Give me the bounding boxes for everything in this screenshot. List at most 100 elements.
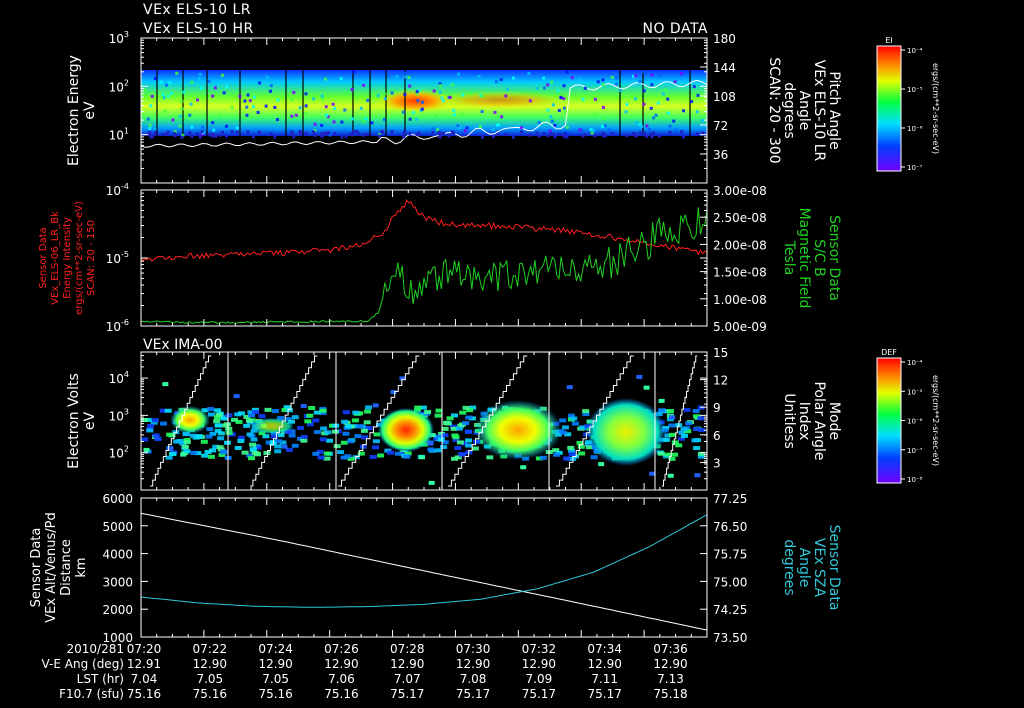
ima-noise-pixel xyxy=(351,418,359,423)
ima-noise-pixel xyxy=(247,456,255,461)
els-fringe-pixel xyxy=(402,131,406,135)
els-fringe-pixel xyxy=(565,135,569,139)
ima-noise-pixel xyxy=(333,444,341,449)
ima-noise-pixel xyxy=(344,454,352,459)
panel-1-right-label: Angle xyxy=(796,91,812,131)
ima-noise-pixel xyxy=(671,452,679,457)
els-noise-pixel xyxy=(153,77,157,81)
panel-2-rtick-label: 1.50e-08 xyxy=(713,266,767,280)
ima-noise-pixel xyxy=(552,448,560,453)
ima-noise-pixel xyxy=(578,451,586,456)
ima-noise-pixel xyxy=(693,414,701,419)
ima-sparse-pixel xyxy=(669,415,676,420)
colorbar-tick-label: 10⁻⁴ xyxy=(907,359,923,367)
tick-base: 10 xyxy=(106,184,121,198)
ima-noise-pixel xyxy=(435,448,443,453)
els-noise-pixel xyxy=(275,118,279,122)
els-noise-pixel xyxy=(438,84,442,88)
time-axis-row-label: LST (hr) xyxy=(77,672,124,686)
tick-exp: 1 xyxy=(124,127,129,136)
els-noise-pixel xyxy=(642,89,646,93)
panel-3-rtick-label: 15 xyxy=(713,346,728,360)
time-axis-value: 07:20 xyxy=(127,642,162,656)
els-fringe-pixel xyxy=(333,132,337,136)
els-fringe-pixel xyxy=(180,135,184,139)
ima-sparse-pixel xyxy=(143,447,150,452)
ima-noise-pixel xyxy=(201,408,209,413)
panel-2-frame xyxy=(140,189,708,327)
ima-noise-pixel xyxy=(219,449,227,454)
els-noise-pixel xyxy=(421,100,425,104)
time-axis-value: 07:28 xyxy=(390,642,425,656)
panel-4-frame xyxy=(140,497,708,638)
els-fringe-pixel xyxy=(380,130,384,134)
tick-base: 10 xyxy=(106,320,121,334)
els-noise-pixel xyxy=(647,127,651,131)
els-noise-pixel xyxy=(377,133,381,137)
time-axis-value: 75.17 xyxy=(456,687,490,701)
panel-3-ytick-label: 103 xyxy=(109,407,129,423)
ima-sparse-pixel xyxy=(636,374,643,379)
ima-noise-pixel xyxy=(285,447,293,452)
els-fringe-pixel xyxy=(366,132,370,136)
ima-noise-pixel xyxy=(243,415,251,420)
els-noise-pixel xyxy=(339,77,343,81)
time-axis-value: 7.08 xyxy=(460,672,487,686)
ima-noise-pixel xyxy=(352,455,360,460)
els-noise-pixel xyxy=(674,128,678,132)
tick-exp: 2 xyxy=(124,445,129,454)
els-noise-pixel xyxy=(164,83,168,87)
panel-4-left-label: Distance xyxy=(59,539,74,596)
time-axis-value: 07:36 xyxy=(653,642,688,656)
els-noise-pixel xyxy=(207,79,211,83)
els-noise-pixel xyxy=(196,98,200,102)
els-fringe-pixel xyxy=(196,132,200,136)
els-fringe-pixel xyxy=(269,132,273,136)
ima-sparse-pixel xyxy=(694,473,701,478)
els-noise-pixel xyxy=(328,133,332,137)
ima-noise-pixel xyxy=(213,415,221,420)
ima-noise-pixel xyxy=(414,405,422,410)
els-fringe-pixel xyxy=(146,132,150,136)
ima-noise-pixel xyxy=(281,408,289,413)
els-noise-pixel xyxy=(245,113,249,117)
els-fringe-pixel xyxy=(173,134,177,138)
els-noise-pixel xyxy=(344,91,348,95)
els-fringe-pixel xyxy=(200,130,204,134)
tick-exp: -5 xyxy=(121,250,129,259)
panel-4-left-label: Sensor Data xyxy=(29,528,44,608)
ima-noise-pixel xyxy=(160,421,168,426)
tick-base: 10 xyxy=(109,409,124,423)
ima-noise-pixel xyxy=(441,433,449,438)
els-noise-pixel xyxy=(332,120,336,124)
ima-noise-pixel xyxy=(217,436,225,441)
time-axis-row-label: V-E Ang (deg) xyxy=(42,657,124,671)
els-noise-pixel xyxy=(298,106,302,110)
els-noise-pixel xyxy=(352,70,356,74)
ima-noise-pixel xyxy=(424,409,432,414)
els-noise-pixel xyxy=(415,92,419,96)
ima-spectrogram-image xyxy=(141,352,706,490)
els-fringe-pixel xyxy=(273,135,277,139)
els-fringe-pixel xyxy=(593,134,597,138)
els-noise-pixel xyxy=(235,126,239,130)
panel-4-rtick-label: 74.25 xyxy=(713,603,747,617)
ima-mode-staircase xyxy=(338,355,420,487)
els-fringe-pixel xyxy=(581,134,585,138)
ima-noise-pixel xyxy=(249,447,257,452)
els-fringe-pixel xyxy=(402,135,406,139)
els-noise-pixel xyxy=(292,90,296,94)
panel-3-right-label: Unitless xyxy=(781,393,797,449)
ima-noise-pixel xyxy=(194,451,202,456)
els-hot-region xyxy=(375,89,455,113)
ima-noise-pixel xyxy=(664,433,672,438)
els-fringe-pixel xyxy=(583,133,587,137)
els-noise-pixel xyxy=(656,101,660,105)
els-noise-pixel xyxy=(465,126,469,130)
els-fringe-pixel xyxy=(352,130,356,134)
time-axis-value: 12.91 xyxy=(127,657,161,671)
ima-noise-pixel xyxy=(247,410,255,415)
els-noise-pixel xyxy=(416,99,420,103)
els-noise-pixel xyxy=(173,130,177,134)
ima-noise-pixel xyxy=(454,445,462,450)
